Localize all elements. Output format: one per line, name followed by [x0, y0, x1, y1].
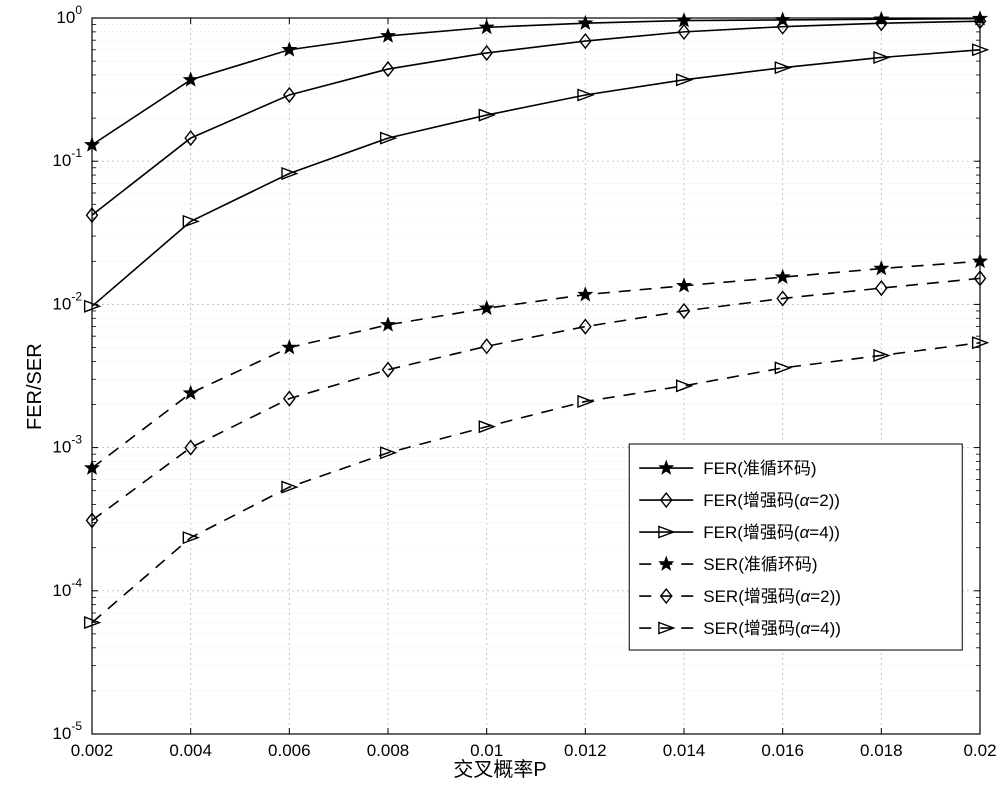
- legend-label: SER(准循环码): [703, 555, 817, 574]
- legend-label: FER(增强码(α=4)): [703, 523, 840, 542]
- svg-text:0.018: 0.018: [860, 741, 903, 760]
- chart-svg: 0.0020.0040.0060.0080.010.0120.0140.0160…: [0, 0, 1000, 790]
- legend-label: FER(增强码(α=2)): [703, 491, 840, 510]
- x-axis-label: 交叉概率P: [453, 753, 546, 782]
- y-axis-label: FER/SER: [24, 343, 47, 430]
- svg-text:0.008: 0.008: [367, 741, 410, 760]
- svg-text:0.016: 0.016: [761, 741, 804, 760]
- svg-text:0.006: 0.006: [268, 741, 311, 760]
- svg-text:0.02: 0.02: [963, 741, 996, 760]
- chart-figure: 0.0020.0040.0060.0080.010.0120.0140.0160…: [0, 0, 1000, 790]
- svg-text:0.012: 0.012: [564, 741, 607, 760]
- legend-label: FER(准循环码): [703, 459, 816, 478]
- svg-text:0.004: 0.004: [169, 741, 212, 760]
- legend-label: SER(增强码(α=4)): [703, 619, 841, 638]
- svg-text:0.014: 0.014: [663, 741, 706, 760]
- legend-label: SER(增强码(α=2)): [703, 587, 841, 606]
- svg-text:0.002: 0.002: [71, 741, 114, 760]
